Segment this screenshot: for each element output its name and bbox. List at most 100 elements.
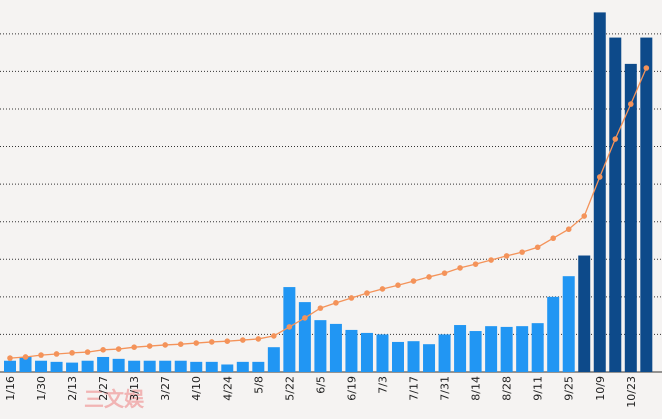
bar: [640, 37, 653, 373]
bar: [547, 296, 560, 372]
bar: [314, 320, 327, 372]
line-point: [643, 65, 650, 71]
line-point: [84, 349, 91, 355]
x-tick-label: 8/14: [470, 376, 483, 401]
bar: [531, 323, 544, 372]
bar: [267, 347, 280, 372]
bar: [407, 341, 420, 372]
line-point: [519, 249, 525, 255]
bar: [143, 360, 156, 372]
bar: [128, 360, 141, 372]
x-tick-label: 4/10: [190, 376, 203, 401]
x-tick-label: 2/27: [97, 376, 110, 401]
line-point: [100, 347, 106, 353]
line-point: [441, 270, 448, 276]
bar: [19, 356, 32, 372]
x-tick-label: 2/13: [66, 376, 79, 401]
line-point: [7, 355, 13, 361]
x-tick-label: 6/19: [345, 376, 358, 401]
line-point: [131, 344, 137, 351]
x-tick-label: 6/5: [314, 376, 327, 394]
x-tick-label: 1/30: [35, 376, 48, 401]
x-tick-label: 7/17: [408, 376, 421, 401]
line-point: [286, 324, 293, 330]
bar: [423, 344, 436, 372]
bar: [174, 360, 187, 372]
bar: [252, 361, 265, 372]
bar: [112, 358, 125, 372]
bar: [593, 12, 606, 373]
line-point: [565, 226, 572, 233]
line-point: [53, 351, 60, 357]
line-point: [193, 340, 200, 346]
line-point: [271, 333, 277, 339]
bar: [345, 329, 358, 372]
bar: [66, 362, 79, 372]
x-tick-label: 10/23: [625, 376, 638, 408]
line-point: [612, 136, 619, 142]
bar: [97, 356, 110, 372]
bar: [50, 361, 63, 372]
bar: [205, 361, 218, 372]
line-point: [596, 174, 603, 180]
x-tick-label: 4/24: [221, 376, 234, 401]
line-point: [22, 354, 29, 360]
bar: [159, 360, 172, 372]
line-point: [208, 339, 215, 345]
line-point: [550, 235, 556, 242]
bar: [81, 360, 94, 372]
line-point: [348, 295, 355, 301]
bar: [190, 361, 203, 372]
line-point: [69, 350, 75, 356]
bar: [4, 360, 16, 372]
x-tick-label: 7/3: [376, 376, 389, 394]
bar: [438, 334, 451, 372]
bar: [298, 302, 311, 372]
x-tick-label: 9/25: [563, 376, 576, 401]
line-point: [240, 337, 246, 343]
line-point: [581, 213, 588, 219]
bar: [221, 364, 234, 372]
x-tick-label: 3/13: [128, 376, 141, 401]
watermark: 三文娱: [84, 387, 145, 411]
line-point: [503, 253, 510, 259]
bar: [609, 37, 622, 373]
bar: [485, 326, 498, 372]
x-tick-label: 1/16: [4, 376, 17, 401]
line-point: [379, 286, 386, 292]
line-point: [628, 101, 634, 107]
line-point: [38, 352, 44, 358]
x-tick-label: 3/27: [159, 376, 172, 401]
x-tick-label: 5/8: [252, 376, 265, 394]
x-tick-label: 5/22: [283, 376, 296, 401]
bar: [360, 332, 373, 372]
bar: [376, 334, 389, 372]
line-point: [534, 244, 541, 251]
line-point: [426, 274, 432, 280]
line-point: [115, 346, 122, 352]
bar: [469, 331, 482, 372]
bar: [329, 323, 342, 372]
line-point: [472, 261, 479, 267]
x-tick-label: 10/9: [594, 376, 607, 401]
line-point: [410, 278, 417, 284]
line-point: [488, 257, 494, 263]
x-tick-label: 9/11: [532, 376, 545, 401]
line-point: [146, 343, 153, 349]
bar: [500, 326, 513, 372]
line-point: [162, 342, 168, 348]
line-point: [333, 300, 339, 306]
bar: [624, 63, 637, 373]
line-point: [317, 305, 324, 311]
bar: [392, 341, 404, 372]
line-point: [177, 341, 184, 347]
line-point: [457, 265, 463, 271]
line-point: [224, 338, 231, 344]
bar: [35, 360, 48, 372]
bar: [578, 255, 591, 372]
line-point: [302, 315, 308, 321]
x-tick-label: 7/31: [439, 376, 452, 401]
x-tick-label: 8/28: [501, 376, 514, 401]
